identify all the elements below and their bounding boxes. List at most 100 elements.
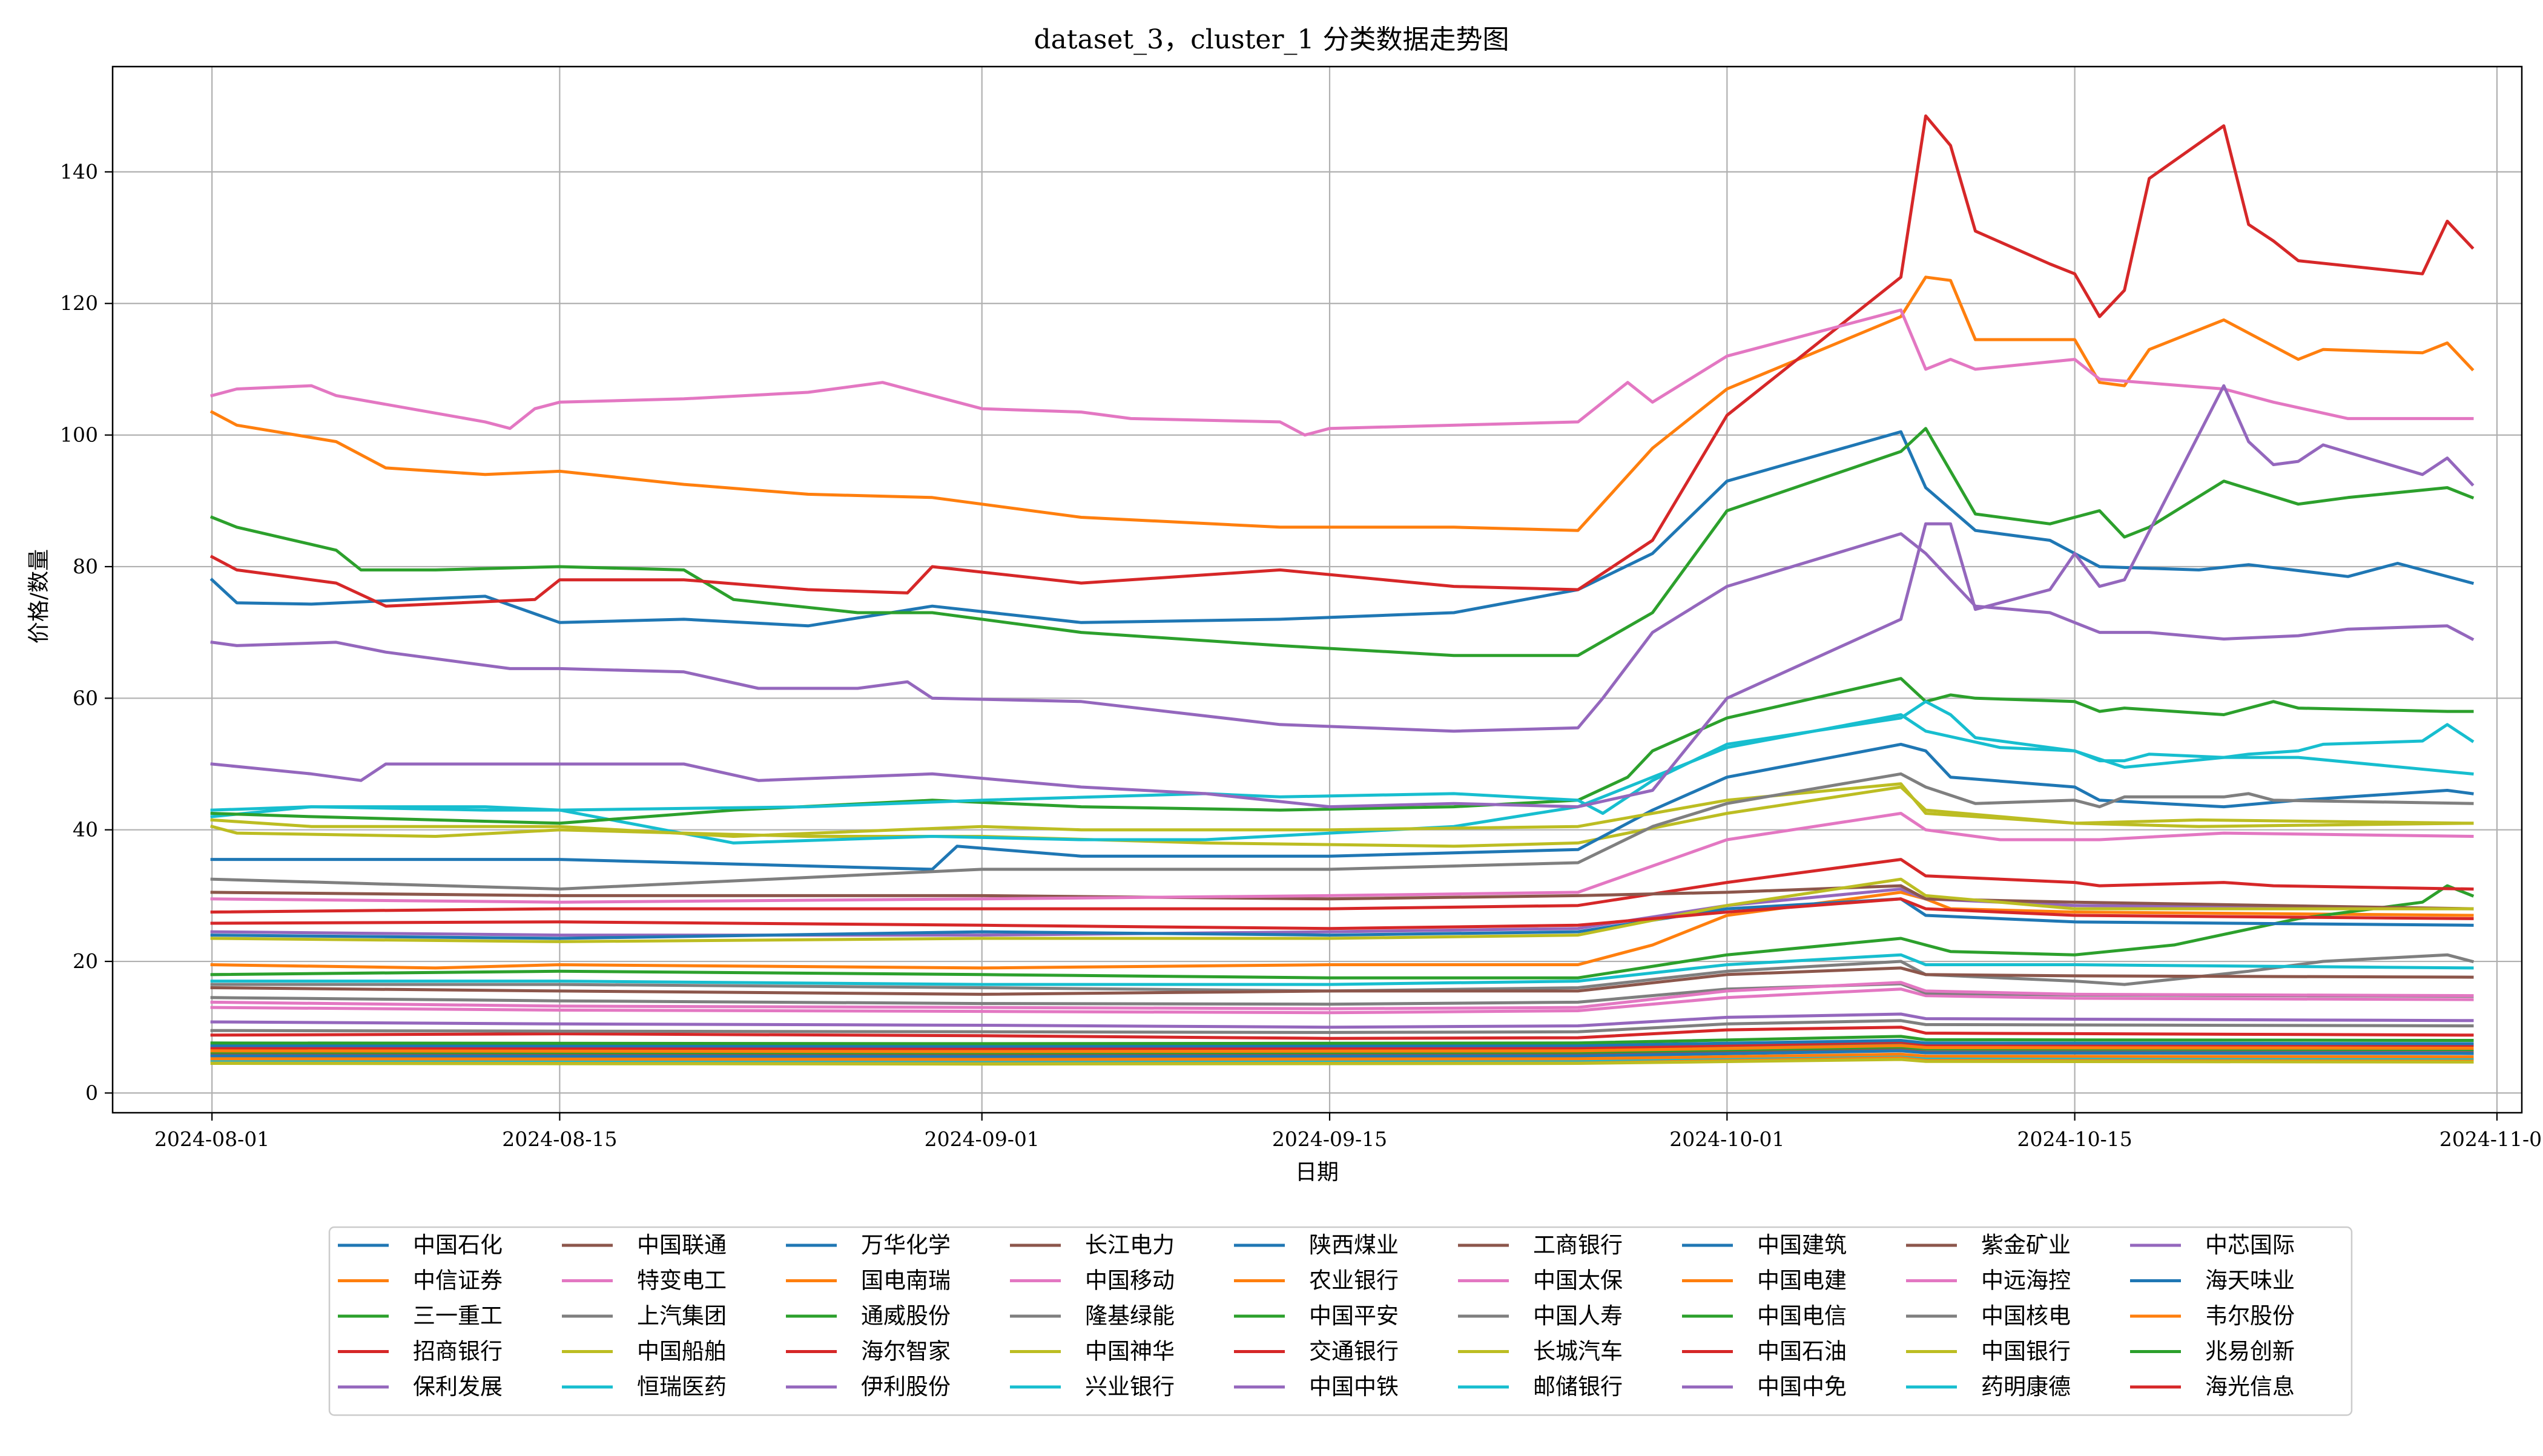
legend-label: 药明康德 (1981, 1374, 2071, 1400)
legend-label: 陕西煤业 (1309, 1232, 1399, 1258)
series-line (210, 742, 2474, 871)
legend-label: 中国中铁 (1309, 1374, 1399, 1400)
legend-label: 中国中免 (1757, 1374, 1847, 1400)
legend-label: 长城汽车 (1533, 1339, 1623, 1365)
series-line (210, 987, 2474, 1015)
legend-label: 中远海控 (1981, 1268, 2071, 1294)
legend-label: 中国船舶 (637, 1339, 727, 1365)
series-line (210, 713, 2474, 845)
legend-label: 工商银行 (1533, 1232, 1623, 1258)
series-line (209, 430, 2475, 628)
legend-label: 兆易创新 (2205, 1339, 2295, 1365)
legend-label: 中国移动 (1085, 1268, 1175, 1294)
series-line (210, 953, 2474, 986)
legend-label: 保利发展 (413, 1374, 503, 1400)
legend-frame (328, 1226, 2353, 1416)
legend-label: 国电南瑞 (861, 1268, 951, 1294)
x-tick-label: 2024-08-01 (154, 1127, 269, 1151)
series-line (210, 308, 2474, 437)
legend-label: 中国石油 (1757, 1339, 1847, 1365)
chart-title: dataset_3，cluster_1 分类数据走势图 (1034, 24, 1509, 55)
legend-label: 中国电信 (1757, 1303, 1847, 1329)
legend-label: 中国联通 (637, 1232, 727, 1258)
legend-label: 农业银行 (1309, 1268, 1399, 1294)
series-line (209, 275, 2475, 532)
legend-label: 伊利股份 (861, 1374, 951, 1400)
x-tick-label: 2024-09-01 (925, 1127, 1040, 1151)
legend-label: 隆基绿能 (1085, 1303, 1175, 1329)
y-tick-label: 80 (73, 555, 98, 578)
series-line (210, 1035, 2474, 1046)
series-line (210, 1039, 2474, 1048)
series-line (210, 897, 2474, 931)
legend-label: 中国石化 (413, 1232, 503, 1258)
series-line (210, 1044, 2474, 1053)
legend-label: 中国神华 (1085, 1339, 1175, 1365)
legend-label: 交通银行 (1309, 1339, 1399, 1365)
y-tick-label: 40 (73, 818, 98, 842)
series-line (210, 877, 2474, 943)
x-tick-label: 2024-08-15 (502, 1127, 617, 1151)
series-line (210, 700, 2475, 815)
series-line (210, 966, 2474, 996)
series-line (210, 953, 2475, 993)
plot-area (209, 114, 2475, 1066)
series-line (209, 114, 2475, 608)
y-tick-label: 100 (60, 423, 98, 447)
series-line (210, 782, 2474, 838)
series-line (209, 427, 2475, 657)
x-tick-label: 2024-11-01 (2439, 1127, 2543, 1151)
legend-label: 邮储银行 (1533, 1374, 1623, 1400)
legend-label: 长江电力 (1085, 1232, 1175, 1258)
legend-label: 海天味业 (2205, 1268, 2295, 1294)
series-line (210, 1019, 2474, 1034)
grid (113, 67, 2522, 1113)
y-axis-label: 价格/数量 (27, 549, 51, 644)
legend-label: 通威股份 (861, 1303, 951, 1329)
y-tick-label: 0 (85, 1081, 98, 1104)
legend-label: 韦尔股份 (2205, 1303, 2295, 1329)
series-line (210, 812, 2474, 904)
x-tick-label: 2024-09-15 (1272, 1127, 1387, 1151)
series-line (210, 1052, 2474, 1061)
series-line (210, 772, 2474, 891)
x-axis-label: 日期 (1295, 1160, 1339, 1185)
legend-label: 兴业银行 (1085, 1374, 1175, 1400)
series-line (210, 884, 2474, 911)
series-line (210, 1058, 2474, 1066)
series-line (210, 532, 2475, 733)
plot-frame (111, 65, 2523, 1114)
series-line (210, 1026, 2474, 1040)
series-line (210, 1040, 2474, 1051)
legend-label: 中国太保 (1533, 1268, 1623, 1294)
series-line (210, 384, 2475, 809)
y-tick-label: 120 (60, 291, 98, 315)
legend-label: 中国建筑 (1757, 1232, 1847, 1258)
legend-label: 三一重工 (413, 1303, 503, 1329)
y-tick-label: 20 (73, 949, 98, 973)
legend-label: 中信证券 (413, 1268, 503, 1294)
legend-label: 招商银行 (413, 1339, 503, 1365)
axes: 2024-08-01 2024-08-15 2024-09-01 2024-09-15… (60, 65, 2543, 1151)
series-line (210, 1012, 2474, 1029)
legend-label: 海尔智家 (861, 1339, 951, 1365)
legend-label: 恒瑞医药 (637, 1374, 727, 1400)
legend-label: 中国电建 (1757, 1268, 1847, 1294)
y-tick-label: 140 (60, 160, 98, 183)
legend-label: 特变电工 (637, 1268, 727, 1294)
series-line (210, 858, 2474, 914)
x-tick-label: 2024-10-15 (2017, 1127, 2132, 1151)
y-tick-label: 60 (73, 686, 98, 710)
legend-label: 中芯国际 (2205, 1232, 2295, 1258)
legend-label: 中国核电 (1981, 1303, 2071, 1329)
series-line (210, 981, 2474, 1010)
legend-label: 中国平安 (1309, 1303, 1399, 1329)
legend-label: 中国银行 (1981, 1339, 2071, 1365)
legend-label: 海光信息 (2205, 1374, 2295, 1400)
x-tick-label: 2024-10-01 (1669, 1127, 1784, 1151)
series-line (210, 1049, 2474, 1059)
legend-label: 中国人寿 (1533, 1303, 1623, 1329)
